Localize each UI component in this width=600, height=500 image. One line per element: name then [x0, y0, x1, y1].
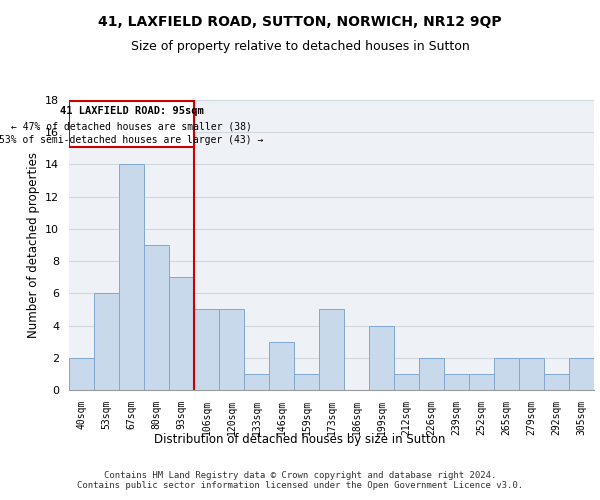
Text: 41, LAXFIELD ROAD, SUTTON, NORWICH, NR12 9QP: 41, LAXFIELD ROAD, SUTTON, NORWICH, NR12… — [98, 15, 502, 29]
Bar — [269, 342, 294, 390]
Bar — [469, 374, 494, 390]
Bar — [119, 164, 144, 390]
Bar — [494, 358, 519, 390]
Bar — [519, 358, 544, 390]
Bar — [419, 358, 444, 390]
Bar — [244, 374, 269, 390]
Bar — [569, 358, 594, 390]
Bar — [544, 374, 569, 390]
Bar — [444, 374, 469, 390]
Y-axis label: Number of detached properties: Number of detached properties — [26, 152, 40, 338]
Bar — [144, 245, 169, 390]
Bar — [94, 294, 119, 390]
FancyBboxPatch shape — [69, 101, 194, 146]
Text: Distribution of detached houses by size in Sutton: Distribution of detached houses by size … — [154, 432, 446, 446]
Bar — [219, 310, 244, 390]
Bar — [69, 358, 94, 390]
Text: ← 47% of detached houses are smaller (38): ← 47% of detached houses are smaller (38… — [11, 121, 252, 131]
Text: Size of property relative to detached houses in Sutton: Size of property relative to detached ho… — [131, 40, 469, 53]
Bar — [194, 310, 219, 390]
Text: Contains HM Land Registry data © Crown copyright and database right 2024.
Contai: Contains HM Land Registry data © Crown c… — [77, 470, 523, 490]
Bar — [319, 310, 344, 390]
Bar — [369, 326, 394, 390]
Bar — [294, 374, 319, 390]
Text: 41 LAXFIELD ROAD: 95sqm: 41 LAXFIELD ROAD: 95sqm — [59, 106, 203, 116]
Bar — [394, 374, 419, 390]
Text: 53% of semi-detached houses are larger (43) →: 53% of semi-detached houses are larger (… — [0, 136, 263, 145]
Bar — [169, 277, 194, 390]
